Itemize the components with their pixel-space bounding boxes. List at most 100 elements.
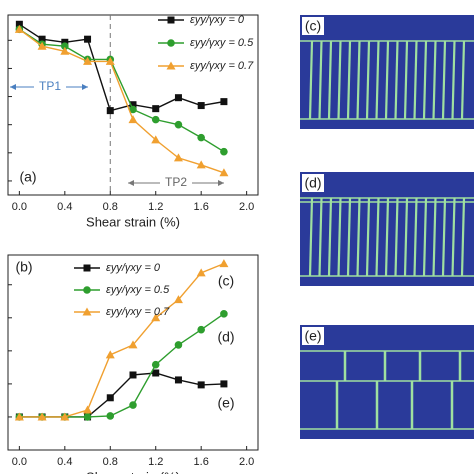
label-box	[302, 327, 324, 345]
x-tick-label: 0.8	[103, 201, 118, 213]
marker	[129, 105, 137, 114]
x-tick-label: 2.0	[239, 456, 254, 468]
annotation: (c)	[218, 273, 234, 289]
marker	[60, 46, 70, 55]
x-tick-label: 0.4	[57, 456, 72, 468]
crack	[394, 40, 399, 120]
marker	[152, 105, 160, 113]
marker	[60, 412, 70, 421]
legend-label: εyy/γxy = 0.7	[190, 60, 254, 72]
marker	[83, 56, 93, 65]
marker	[106, 107, 114, 115]
arrow-head	[10, 84, 16, 90]
marker	[151, 115, 160, 124]
marker	[220, 310, 228, 318]
marker	[196, 160, 206, 169]
marker	[173, 295, 183, 304]
marker	[105, 350, 115, 359]
marker	[83, 413, 92, 421]
crack	[441, 197, 447, 277]
marker	[15, 20, 23, 28]
marker	[83, 405, 93, 414]
marker	[174, 94, 182, 102]
marker	[220, 147, 228, 156]
legend-label: εyy/γxy = 0.5	[106, 284, 170, 296]
crack	[413, 40, 418, 120]
marker	[128, 115, 138, 124]
crack	[327, 197, 333, 277]
marker	[197, 325, 205, 334]
crack	[308, 197, 314, 277]
legend-label: εyy/γxy = 0.7	[106, 306, 170, 318]
plot-frame	[7, 14, 259, 196]
crack	[384, 197, 390, 277]
crack	[451, 197, 456, 277]
x-tick-label: 1.2	[148, 201, 163, 213]
legend-label: εyy/γxy = 0	[106, 262, 161, 274]
marker	[197, 133, 205, 142]
x-tick-label: 1.2	[148, 456, 163, 468]
x-tick-label: 2.0	[239, 201, 254, 213]
marker	[167, 39, 175, 47]
crack	[356, 197, 361, 277]
x-tick-label: 0.4	[57, 201, 72, 213]
marker	[106, 412, 115, 420]
crack	[384, 40, 390, 120]
marker	[197, 381, 205, 389]
plot-frame	[7, 254, 259, 451]
marker	[129, 401, 137, 409]
marker	[129, 101, 137, 109]
crack	[356, 40, 361, 120]
x-tick-label: 1.6	[194, 456, 209, 468]
series-line	[18, 23, 225, 112]
marker	[219, 168, 229, 177]
crack	[422, 197, 428, 277]
marker	[174, 341, 183, 349]
marker	[61, 42, 69, 51]
crack	[460, 197, 466, 277]
marker	[197, 102, 205, 110]
marker	[167, 16, 175, 24]
marker	[129, 371, 137, 379]
marker	[14, 412, 24, 421]
label-box	[302, 17, 324, 35]
x-tick-label: 0.8	[103, 456, 118, 468]
marker	[219, 259, 229, 268]
marker	[37, 412, 47, 421]
arrow-head	[128, 180, 134, 186]
series-line	[19, 313, 225, 418]
series-line	[18, 28, 225, 174]
crack	[337, 40, 342, 120]
marker	[61, 38, 69, 46]
annotation: (e)	[217, 395, 234, 411]
marker	[166, 61, 176, 70]
image-label: (e)	[304, 328, 321, 344]
crack	[365, 40, 371, 120]
crack	[337, 197, 342, 277]
annotation: (b)	[15, 259, 32, 275]
crack	[318, 40, 323, 120]
marker	[173, 153, 183, 162]
crack	[441, 40, 447, 120]
marker	[83, 286, 91, 294]
marker	[174, 376, 182, 384]
image-background	[300, 325, 474, 439]
legend-label: εyy/γxy = 0	[190, 14, 245, 26]
crack	[432, 40, 437, 120]
crack	[318, 197, 323, 277]
crack	[394, 197, 399, 277]
annotation: (d)	[217, 329, 234, 345]
crack	[346, 40, 352, 120]
x-tick-label: 1.6	[194, 201, 209, 213]
image-label: (c)	[305, 18, 321, 34]
crack	[460, 40, 466, 120]
marker	[37, 41, 47, 50]
marker	[174, 120, 183, 129]
annotation: TP1	[39, 79, 61, 93]
marker	[220, 380, 228, 388]
marker	[38, 35, 46, 43]
marker	[128, 340, 138, 349]
arrow-head	[82, 84, 88, 90]
label-box	[302, 174, 324, 192]
